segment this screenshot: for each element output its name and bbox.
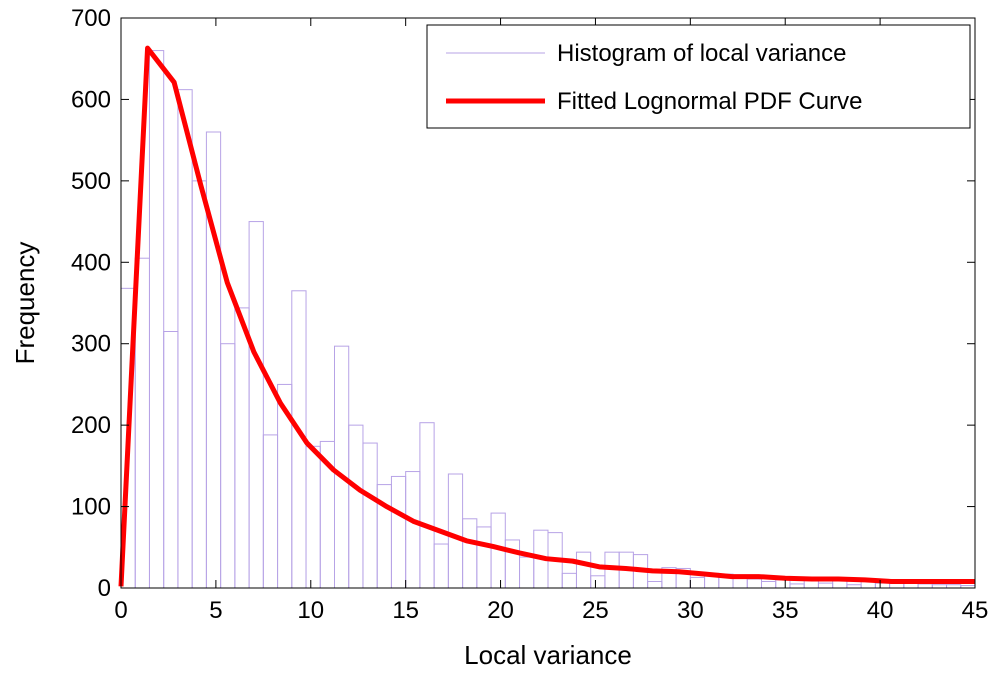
x-tick-label: 15 — [392, 597, 419, 624]
y-tick-label: 0 — [98, 575, 111, 602]
x-tick-label: 25 — [582, 597, 609, 624]
x-tick-label: 20 — [487, 597, 514, 624]
x-tick-label: 30 — [677, 597, 704, 624]
y-tick-label: 200 — [71, 412, 111, 439]
y-axis-title: Frequency — [10, 242, 40, 365]
y-tick-label: 600 — [71, 86, 111, 113]
x-tick-label: 40 — [867, 597, 894, 624]
legend-label-curve: Fitted Lognormal PDF Curve — [557, 88, 862, 115]
x-tick-label: 0 — [114, 597, 127, 624]
y-tick-label: 300 — [71, 331, 111, 358]
y-tick-label: 400 — [71, 249, 111, 276]
fitted-lognormal-curve — [118, 45, 975, 587]
axis-tick-labels: 0 5 10 15 20 25 30 35 40 45 0 100 200 300 400 500 600 700 — [71, 5, 988, 624]
y-tick-label: 700 — [71, 5, 111, 32]
y-tick-label: 500 — [71, 168, 111, 195]
x-tick-label: 5 — [209, 597, 222, 624]
legend-box — [426, 24, 971, 129]
x-axis-title: Local variance — [464, 640, 632, 670]
y-tick-label: 100 — [71, 494, 111, 521]
legend: Histogram of local variance Fitted Logno… — [426, 24, 971, 129]
plot-area-frame — [120, 17, 976, 589]
x-tick-label: 10 — [297, 597, 324, 624]
x-tick-label: 35 — [772, 597, 799, 624]
legend-label-histogram: Histogram of local variance — [557, 40, 846, 67]
x-tick-label: 45 — [962, 597, 989, 624]
